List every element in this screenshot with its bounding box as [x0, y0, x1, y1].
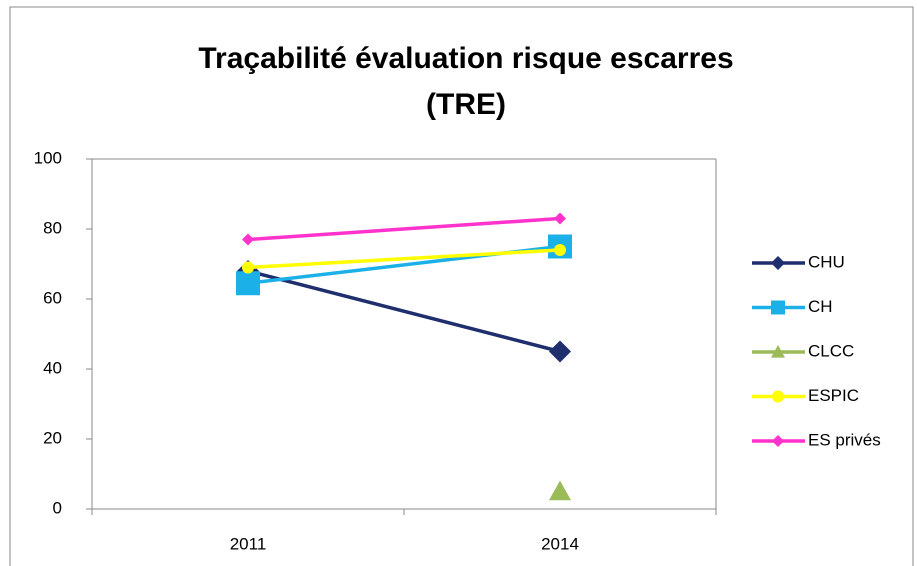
- x-tick-label: 2011: [230, 534, 267, 553]
- chart-frame: [9, 6, 914, 566]
- chart-title: Traçabilité évaluation risque escarres: [198, 42, 733, 75]
- chart-title: (TRE): [426, 88, 506, 121]
- marker: [771, 256, 785, 270]
- y-tick-label: 80: [43, 218, 62, 237]
- y-tick-label: 40: [43, 358, 62, 377]
- marker: [771, 300, 785, 315]
- legend-label: ESPIC: [808, 386, 859, 405]
- marker: [554, 212, 566, 225]
- legend-label: ES privés: [808, 430, 881, 449]
- marker: [549, 340, 571, 363]
- y-tick-label: 100: [34, 148, 62, 167]
- marker: [549, 480, 571, 501]
- y-tick-label: 60: [43, 288, 62, 307]
- x-tick-label: 2014: [541, 534, 579, 553]
- legend-label: CH: [808, 297, 833, 316]
- marker: [242, 261, 254, 274]
- marker: [772, 435, 784, 447]
- marker: [242, 233, 254, 246]
- series-line: [247, 269, 561, 354]
- legend-label: CLCC: [808, 341, 854, 360]
- series-line: [247, 216, 561, 242]
- y-tick-label: 20: [43, 428, 62, 447]
- y-tick-label: 0: [53, 498, 62, 517]
- marker: [772, 390, 784, 403]
- legend-label: CHU: [808, 252, 845, 271]
- marker: [236, 271, 260, 296]
- marker: [771, 345, 785, 358]
- series-line: [247, 248, 561, 270]
- marker: [554, 244, 566, 256]
